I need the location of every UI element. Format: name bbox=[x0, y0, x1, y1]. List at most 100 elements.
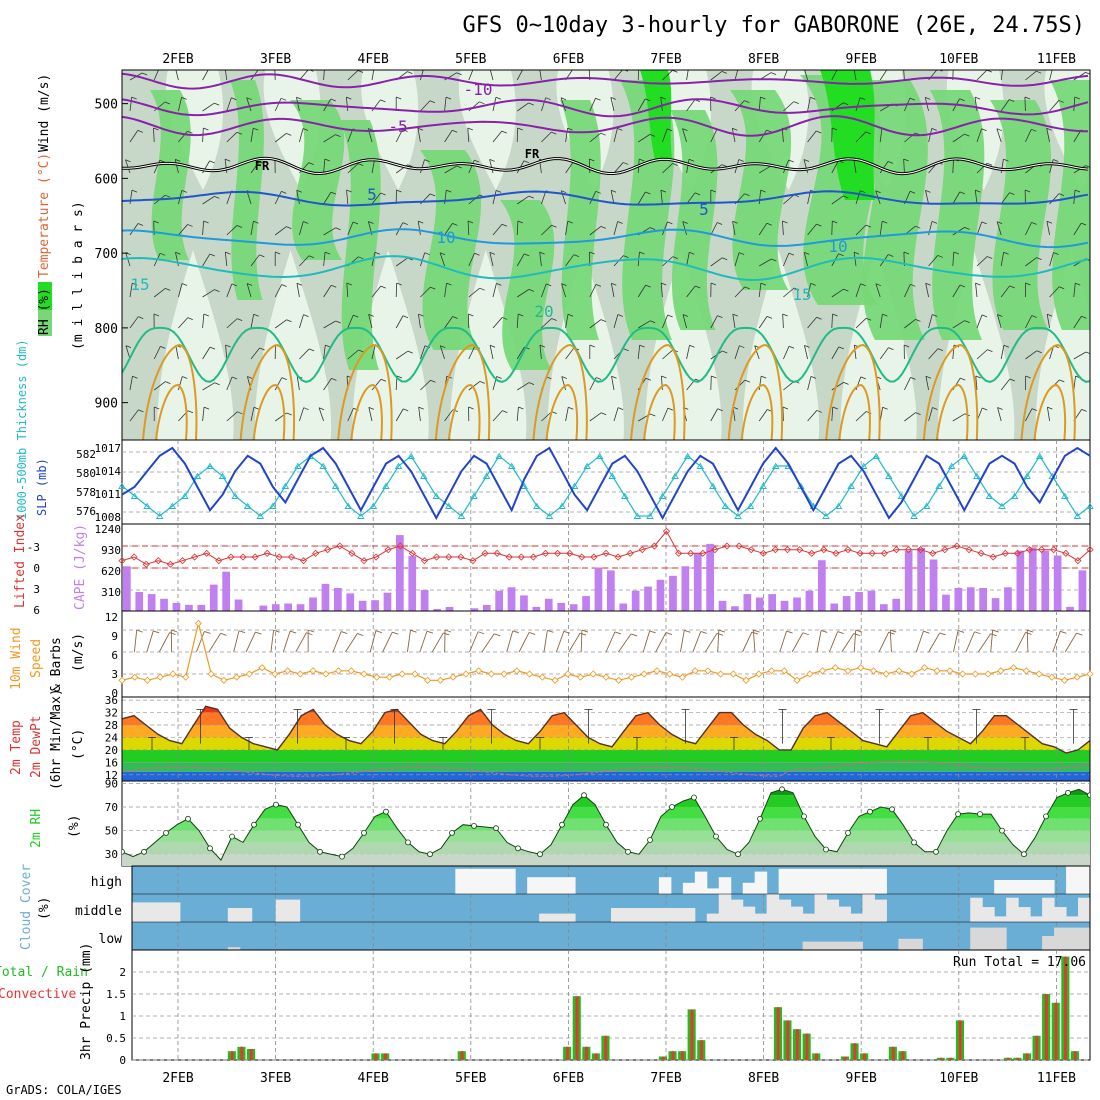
wind10m-barb-flag bbox=[890, 629, 897, 633]
precip-convective-bar bbox=[230, 1051, 234, 1060]
wind-barb-flag bbox=[236, 131, 243, 135]
wind-barb bbox=[323, 227, 336, 236]
wind10m-barb bbox=[382, 632, 393, 653]
cloud-high-cell bbox=[790, 868, 804, 894]
wind-barb bbox=[541, 224, 552, 236]
wind-barb bbox=[444, 165, 457, 174]
contour-30 bbox=[350, 383, 383, 440]
pressure-label-700: 700 bbox=[95, 247, 118, 262]
wind-barb bbox=[250, 347, 260, 360]
wind-barb-flag bbox=[380, 99, 386, 103]
dewpoint-line bbox=[122, 760, 1090, 777]
cape-bar bbox=[259, 605, 268, 611]
wind-barb-flag bbox=[1031, 315, 1037, 318]
contour-30 bbox=[545, 383, 579, 440]
pressure-label-600: 600 bbox=[95, 172, 118, 187]
wind-barb bbox=[1025, 222, 1032, 236]
precip-ylabel-c: 3hr Precip (mm) bbox=[79, 943, 94, 1060]
wind-barb bbox=[758, 129, 767, 143]
lifted-index-point bbox=[638, 546, 646, 554]
cape-bar bbox=[383, 592, 392, 611]
wind-barb bbox=[226, 131, 238, 143]
cloud-middle-cell bbox=[1054, 907, 1067, 922]
wind-barb-flag bbox=[831, 127, 838, 131]
cape-ylabel-lifted: Lifted Index bbox=[13, 514, 28, 608]
rh2m-point bbox=[713, 833, 719, 840]
lifted-index-point bbox=[699, 549, 707, 557]
wind-barb bbox=[371, 192, 381, 205]
thickness-point bbox=[558, 502, 566, 509]
cloud-middle-cell bbox=[658, 908, 672, 922]
wind-barb bbox=[1000, 70, 1004, 81]
wind-barb bbox=[420, 286, 431, 298]
wind10m-barb bbox=[518, 632, 530, 653]
precip-tick-0.5: 0.5 bbox=[106, 1032, 126, 1045]
wind10m-barb-flag bbox=[477, 631, 485, 635]
wind10m-point bbox=[997, 667, 1005, 675]
upper-ylabel-temp: Temperature (°C) bbox=[37, 153, 52, 278]
wind10m-barb bbox=[406, 630, 411, 653]
thickness-point bbox=[583, 462, 591, 469]
wind10m-point bbox=[589, 670, 597, 678]
wind-barb bbox=[1025, 408, 1033, 422]
bottom-date-axis: 2FEB 3FEB 4FEB 5FEB 6FEB 7FEB 8FEB 9FEB 10FEB 11F… bbox=[162, 1071, 1076, 1086]
wind-barb bbox=[299, 314, 304, 329]
wind-barb-flag bbox=[296, 96, 302, 100]
wind-barb-flag bbox=[623, 348, 629, 352]
wind-barb bbox=[153, 70, 159, 81]
wind-barb-flag bbox=[832, 406, 838, 410]
wind-barb bbox=[855, 190, 861, 205]
wind-barb-flag bbox=[738, 252, 745, 255]
wind-barb-flag bbox=[303, 407, 309, 411]
precip-convective-bar bbox=[700, 1040, 703, 1060]
thickness-point bbox=[734, 512, 742, 519]
wind-barb bbox=[224, 252, 228, 267]
cloud-middle-cell bbox=[646, 908, 660, 922]
cape-tick-930: 930 bbox=[101, 544, 121, 557]
wind-barb-flag bbox=[138, 409, 144, 413]
rh2m-point bbox=[361, 830, 367, 836]
lifted-index-point bbox=[1038, 546, 1046, 554]
cloud-middle-cell bbox=[778, 899, 792, 922]
wind-barb-flag bbox=[467, 220, 474, 224]
wind-barb bbox=[782, 221, 784, 236]
wind10m-barb-flag bbox=[444, 629, 452, 633]
wind-barb-flag bbox=[518, 406, 524, 410]
wind-barb-flag bbox=[717, 408, 723, 412]
wind-barb-flag bbox=[760, 282, 767, 286]
wind-barb-flag bbox=[903, 251, 910, 255]
rh-ylabel-unit: (%) bbox=[67, 815, 82, 838]
wind-barb bbox=[516, 220, 519, 236]
lifted-index-point bbox=[904, 546, 913, 554]
rh2m-point bbox=[889, 806, 895, 813]
wind10m-barb bbox=[704, 633, 718, 653]
cloud-middle-cell bbox=[706, 913, 720, 922]
wind-barb bbox=[202, 70, 209, 81]
wind-barb bbox=[974, 97, 978, 112]
thickness-point bbox=[155, 512, 164, 519]
wind-barb-flag bbox=[446, 189, 452, 193]
contour-minus10b bbox=[122, 98, 1089, 118]
rh2m-point bbox=[647, 837, 653, 843]
wind-barb bbox=[516, 70, 523, 81]
wind-barb-flag bbox=[903, 66, 908, 68]
wind-barb bbox=[202, 196, 215, 205]
wind-barb bbox=[731, 128, 736, 143]
contour-10 bbox=[122, 228, 1089, 249]
bottom-date-11FEB: 11FEB bbox=[1037, 1071, 1076, 1086]
wind-barb-flag bbox=[396, 96, 402, 100]
wind-barb bbox=[565, 254, 575, 267]
wind-barb-flag bbox=[187, 224, 193, 227]
wind-barb bbox=[420, 379, 431, 391]
thickness-point bbox=[445, 502, 453, 509]
wind-barb bbox=[613, 314, 619, 329]
wind-barb-flag bbox=[424, 252, 430, 256]
wind-barb-flag bbox=[860, 283, 866, 287]
rh2m-point bbox=[691, 794, 697, 801]
wind-barb-flag bbox=[402, 129, 408, 132]
wind-barb-flag bbox=[224, 158, 231, 162]
wind-barb bbox=[734, 379, 746, 391]
wind-barb-flag bbox=[932, 407, 938, 410]
